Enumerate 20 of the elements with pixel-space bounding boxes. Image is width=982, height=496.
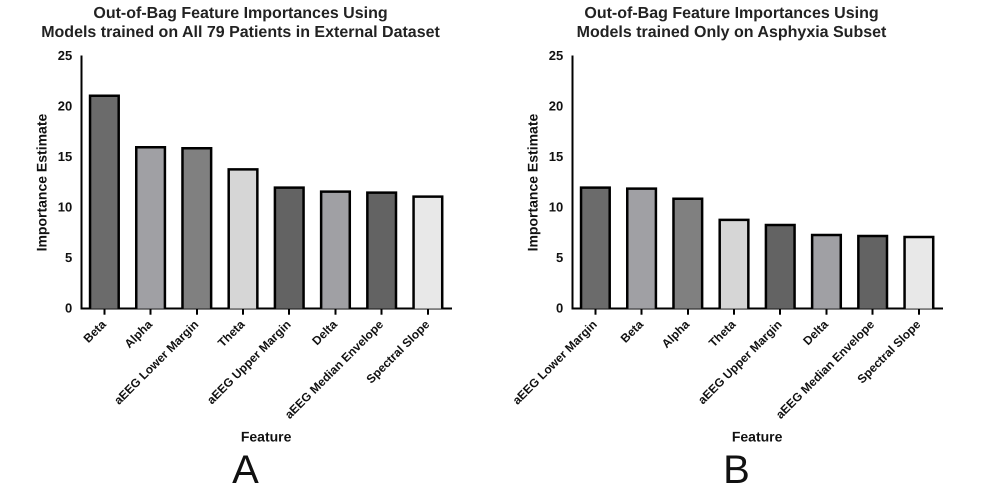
y-tick-label: 10 xyxy=(548,199,564,214)
x-axis-title: Feature xyxy=(240,428,292,444)
chart-title: Out-of-Bag Feature Importances Using Models trained on All 79 Patients in External Dataset xyxy=(41,5,440,42)
y-tick-label: 5 xyxy=(65,250,72,265)
y-tick-label: 25 xyxy=(548,48,564,63)
y-tick-label: 0 xyxy=(65,300,72,316)
chart-title: Out-of-Bag Feature Importances Using Models trained Only on Asphyxia Subset xyxy=(576,5,888,42)
y-tick-label: 5 xyxy=(556,250,564,265)
y-tick-label: 15 xyxy=(58,148,72,164)
y-tick-label: 10 xyxy=(58,199,72,214)
y-axis-title: Importance Estimate xyxy=(524,113,540,252)
y-tick-label: 20 xyxy=(548,98,564,114)
y-tick-label: 15 xyxy=(548,148,564,164)
y-axis-title: Importance Estimate xyxy=(33,113,50,252)
text: A xyxy=(231,448,260,492)
text: B xyxy=(722,448,751,492)
y-tick-label: 0 xyxy=(556,300,564,316)
y-tick-label: 20 xyxy=(58,98,72,114)
x-axis-title: Feature xyxy=(732,428,783,444)
y-tick-label: 25 xyxy=(58,48,72,63)
